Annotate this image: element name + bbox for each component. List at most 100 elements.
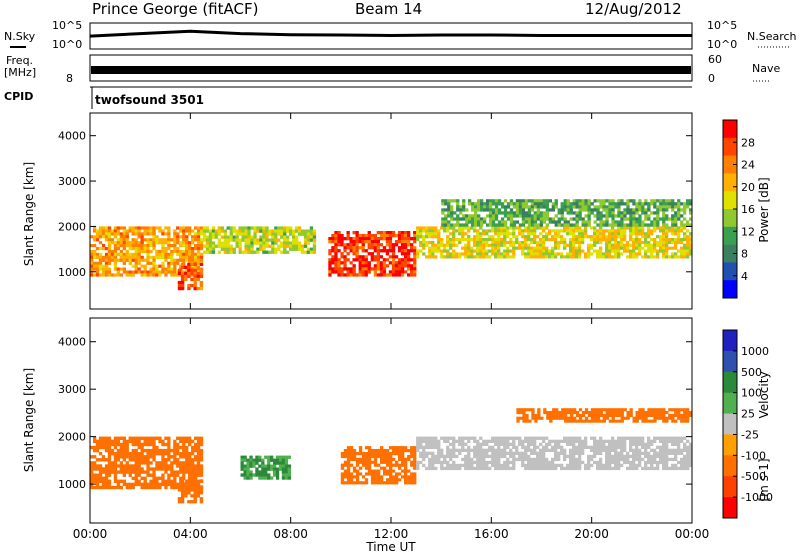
power-cell bbox=[626, 208, 630, 212]
velocity-cell bbox=[545, 448, 549, 452]
velocity-cell bbox=[570, 419, 574, 423]
power-cell bbox=[295, 244, 299, 248]
velocity-cell bbox=[161, 439, 165, 444]
power-cell bbox=[376, 246, 380, 250]
velocity-cell bbox=[164, 464, 168, 468]
power-cell bbox=[101, 258, 106, 262]
velocity-cell bbox=[95, 448, 100, 453]
velocity-cell bbox=[485, 466, 489, 471]
power-cell bbox=[437, 246, 441, 250]
velocity-cell bbox=[255, 458, 259, 462]
power-cell bbox=[413, 264, 417, 268]
power-cell bbox=[361, 273, 365, 277]
power-cell bbox=[161, 252, 165, 256]
velocity-cell bbox=[90, 473, 94, 477]
power-cell bbox=[388, 255, 393, 259]
power-cell bbox=[244, 244, 248, 248]
velocity-cell bbox=[398, 449, 402, 453]
power-cell bbox=[602, 208, 606, 212]
power-cell bbox=[578, 208, 582, 212]
power-cell bbox=[337, 240, 341, 244]
power-cell bbox=[629, 226, 633, 230]
power-cell bbox=[524, 243, 528, 247]
power-cell bbox=[533, 246, 537, 250]
power-cell bbox=[98, 241, 103, 245]
power-cell bbox=[193, 277, 197, 282]
velocity-cell bbox=[512, 457, 516, 462]
power-cell bbox=[623, 208, 627, 212]
velocity-cell bbox=[662, 442, 666, 446]
velocity-cell bbox=[563, 436, 567, 440]
velocity-cell bbox=[557, 451, 561, 455]
power-cell bbox=[497, 226, 501, 230]
power-cell bbox=[515, 202, 520, 206]
power-cell bbox=[388, 249, 393, 253]
velocity-cell bbox=[437, 451, 441, 455]
power-cell bbox=[110, 249, 115, 254]
power-cell bbox=[536, 240, 540, 245]
power-cell bbox=[629, 217, 633, 221]
power-cell bbox=[188, 232, 192, 236]
velocity-cell bbox=[119, 452, 123, 456]
power-cell bbox=[665, 246, 669, 250]
power-cell bbox=[659, 229, 663, 233]
velocity-cell bbox=[187, 482, 191, 486]
power-cell bbox=[182, 235, 186, 239]
power-cell bbox=[370, 237, 374, 241]
power-cell bbox=[494, 205, 499, 209]
power-cell bbox=[509, 214, 514, 218]
power-cell bbox=[635, 232, 639, 236]
velocity-cell bbox=[104, 485, 109, 490]
velocity-cell bbox=[349, 446, 354, 450]
velocity-cell bbox=[275, 476, 280, 480]
power-cell bbox=[512, 240, 516, 245]
velocity-cell bbox=[611, 411, 615, 415]
power-cell bbox=[143, 273, 147, 277]
power-cell bbox=[376, 273, 380, 277]
power-cell bbox=[623, 235, 627, 239]
velocity-cell bbox=[542, 445, 546, 449]
velocity-cell bbox=[614, 451, 618, 455]
velocity-cell bbox=[650, 419, 654, 423]
velocity-cell bbox=[494, 463, 498, 468]
power-cell bbox=[229, 229, 233, 233]
power-cell bbox=[376, 240, 380, 244]
velocity-cell bbox=[179, 461, 183, 465]
power-cell bbox=[125, 241, 129, 245]
power-cell bbox=[626, 211, 630, 215]
velocity-cell bbox=[519, 416, 523, 420]
power-cell bbox=[289, 244, 293, 248]
power-cell bbox=[557, 217, 561, 221]
power-cell bbox=[459, 217, 463, 221]
power-cell bbox=[545, 249, 549, 253]
velocity-cell bbox=[593, 439, 597, 443]
velocity-cell bbox=[146, 461, 150, 465]
velocity-cell bbox=[284, 455, 289, 459]
velocity-cell bbox=[155, 485, 159, 490]
velocity-cell bbox=[152, 482, 156, 487]
velocity-cell bbox=[635, 463, 639, 468]
velocity-cell bbox=[578, 463, 582, 468]
velocity-cell bbox=[410, 460, 414, 464]
velocity-cell bbox=[578, 442, 582, 446]
velocity-cell bbox=[104, 482, 109, 487]
velocity-cell bbox=[413, 452, 417, 456]
velocity-cell bbox=[137, 439, 141, 444]
velocity-cell bbox=[373, 460, 378, 464]
power-cell bbox=[569, 240, 573, 245]
velocity-cell bbox=[578, 466, 582, 471]
power-cell bbox=[199, 241, 204, 245]
velocity-cell bbox=[140, 485, 144, 490]
velocity-cell bbox=[536, 460, 540, 465]
power-cell bbox=[563, 205, 567, 209]
power-cell bbox=[485, 255, 489, 259]
velocity-cell bbox=[461, 439, 465, 443]
power-cell bbox=[491, 214, 496, 218]
velocity-cell bbox=[90, 479, 94, 483]
power-cell bbox=[614, 232, 618, 236]
power-cell bbox=[235, 235, 239, 239]
power-cell bbox=[674, 202, 678, 206]
velocity-cell bbox=[558, 411, 562, 415]
velocity-cell bbox=[428, 436, 432, 440]
velocity-cell bbox=[662, 416, 666, 420]
